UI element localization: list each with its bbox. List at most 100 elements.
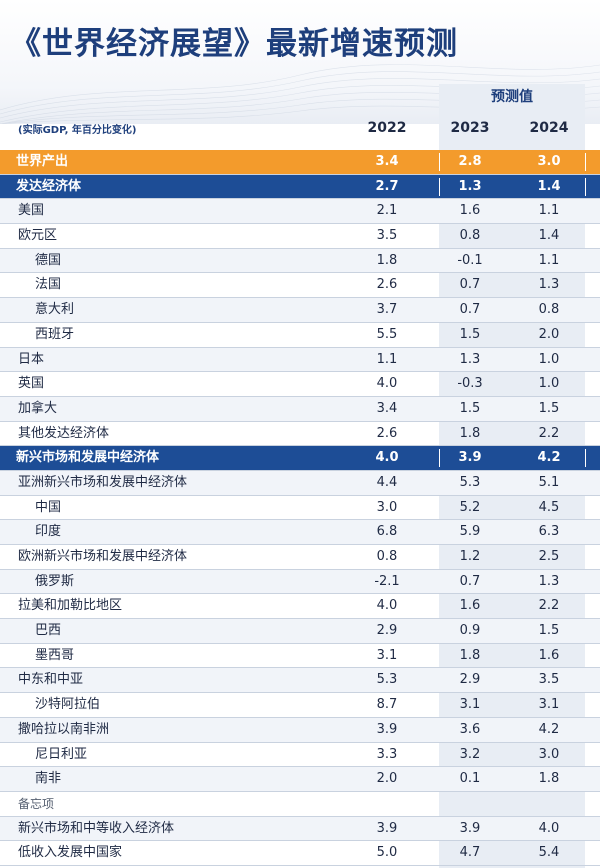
value-cell-2024: 1.0 [538,376,560,392]
value-cell-2023: 3.9 [459,820,481,836]
column-separator [585,153,586,171]
row-label: 尼日利亚 [35,746,88,762]
row-label: 英国 [18,376,45,392]
column-separator [439,153,440,171]
row-label: 撒哈拉以南非洲 [18,721,110,737]
value-cell-2024: 6.3 [538,524,560,540]
row-label: 拉美和加勒比地区 [18,598,123,614]
column-separator [585,449,586,468]
value-cell-2023: 3.1 [459,697,481,713]
table-row: 沙特阿拉伯 8.7 3.1 3.1 [0,693,600,718]
table-row: 墨西哥 3.1 1.8 1.6 [0,644,600,669]
value-cell-2023: 0.9 [459,623,481,639]
table-row: 拉美和加勒比地区 4.0 1.6 2.2 [0,594,600,620]
value-cell-2023: 5.9 [459,524,481,540]
value-cell-2022: 3.0 [376,499,398,515]
row-label: 印度 [35,524,62,540]
value-cell-2022: 4.0 [376,376,398,392]
row-label: 新兴市场和中等收入经济体 [18,820,175,836]
value-cell-2024: 2.0 [538,326,560,342]
row-label: 南非 [35,771,62,787]
value-cell-2023 [440,792,500,816]
row-label: 法国 [35,277,62,293]
value-cell-2024: 1.3 [538,277,560,293]
value-cell-2023: 0.7 [459,573,481,589]
value-cell-2023: 1.5 [459,326,481,342]
value-cell-2023: 2.9 [459,672,481,688]
value-cell-2022: 5.0 [376,845,398,861]
value-cell-2022: 3.9 [376,721,398,737]
value-cell-2022: 3.9 [376,820,398,836]
value-cell-2024: 4.0 [538,820,560,836]
table-row: 尼日利亚 3.3 3.2 3.0 [0,743,600,768]
table-row: 德国 1.8 -0.1 1.1 [0,248,600,274]
value-cell-2023: 0.7 [459,277,481,293]
value-cell-2023: 1.8 [459,647,481,663]
column-header-2022: 2022 [367,120,407,136]
value-cell-2024: 3.1 [538,697,560,713]
table-row: 巴西 2.9 0.9 1.5 [0,619,600,644]
value-cell-2022: 2.6 [376,425,398,441]
table-row: 欧元区 3.5 0.8 1.4 [0,224,600,249]
row-label: 世界产出 [16,154,69,169]
value-cell-2022: 2.9 [376,623,398,639]
table-row: 欧洲新兴市场和发展中经济体 0.8 1.2 2.5 [0,545,600,570]
value-cell-2023: 5.3 [459,474,481,490]
row-label: 西班牙 [35,326,75,342]
column-header-2023: 2023 [450,120,490,136]
table-row: 法国 2.6 0.7 1.3 [0,273,600,299]
value-cell-2024: 1.6 [538,647,560,663]
value-cell-2024 [519,792,579,816]
table-row: 世界产出 3.4 2.8 3.0 [0,150,600,175]
value-cell-2024: 1.4 [537,178,561,194]
value-cell-2023: 1.5 [459,400,481,416]
value-cell-2023: 2.8 [458,154,482,169]
value-cell-2023: 3.6 [459,721,481,737]
table-row: 英国 4.0 -0.3 1.0 [0,372,600,397]
row-label: 意大利 [35,302,75,318]
value-cell-2022: 2.7 [375,178,399,194]
table-row: 新兴市场和中等收入经济体 3.9 3.9 4.0 [0,816,600,842]
value-cell-2024: 5.4 [538,845,560,861]
table-row: 其他发达经济体 2.6 1.8 2.2 [0,422,600,447]
value-cell-2024: 5.1 [538,474,560,490]
value-cell-2024: 2.2 [538,598,560,614]
value-cell-2024: 4.2 [537,450,561,466]
value-cell-2023: 3.2 [459,746,481,762]
value-cell-2022: 3.3 [376,746,398,762]
value-cell-2023: 0.7 [459,302,481,318]
page-title: 《世界经济展望》最新增速预测 [10,26,458,62]
value-cell-2023: 5.2 [459,499,481,515]
value-cell-2023: 1.8 [459,425,481,441]
table-row: 撒哈拉以南非洲 3.9 3.6 4.2 [0,717,600,743]
row-label: 欧洲新兴市场和发展中经济体 [18,549,188,564]
value-cell-2022: 2.0 [376,771,398,787]
value-cell-2022: 2.1 [376,203,398,219]
value-cell-2024: 0.8 [538,302,560,318]
row-label: 沙特阿拉伯 [35,697,101,713]
value-cell-2023: 0.1 [459,771,481,787]
table-row: 中国 3.0 5.2 4.5 [0,496,600,521]
row-label: 低收入发展中国家 [18,845,123,861]
table-row: 印度 6.8 5.9 6.3 [0,520,600,545]
value-cell-2023: 1.6 [459,203,481,219]
column-header-2024: 2024 [529,120,569,136]
value-cell-2022: 3.1 [376,647,398,663]
table-row: 日本 1.1 1.3 1.0 [0,347,600,373]
value-cell-2024: 3.0 [538,746,560,762]
value-cell-2023: 1.3 [458,178,482,194]
column-separator [439,177,440,196]
value-cell-2024: 2.2 [538,425,560,441]
row-label: 中国 [35,499,62,515]
row-label: 美国 [18,203,45,219]
row-label: 亚洲新兴市场和发展中经济体 [18,474,188,490]
value-cell-2022: 1.8 [376,252,398,268]
value-cell-2024: 1.0 [538,351,560,367]
value-cell-2022: 3.4 [375,154,399,169]
table-row: 低收入发展中国家 5.0 4.7 5.4 [0,841,600,866]
value-cell-2024: 1.5 [538,400,560,416]
table-row: 南非 2.0 0.1 1.8 [0,767,600,792]
column-separator [585,177,586,196]
value-cell-2022: -2.1 [374,573,400,589]
value-cell-2024: 3.0 [537,154,561,169]
